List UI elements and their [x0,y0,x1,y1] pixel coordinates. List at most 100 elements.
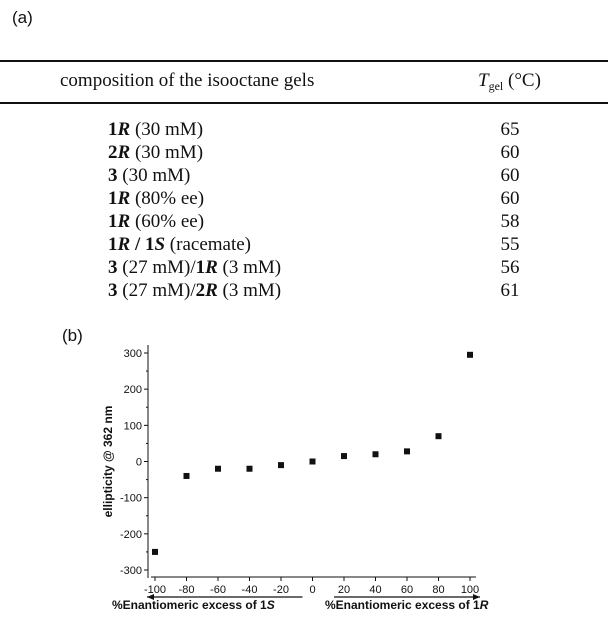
y-tick-label: -300 [120,565,142,577]
composition-text: (3 mM) [217,280,282,301]
x-caption-right-italic: R [479,598,489,612]
composition-text: R [117,211,131,232]
composition-text: 3 [108,165,118,186]
composition-text: 2 [108,142,118,163]
y-tick-label: -200 [120,529,142,541]
composition-text: R [205,280,218,301]
table-row: 3 (27 mM)/2R (3 mM) 61 [0,279,608,302]
composition-text: (30 mM) [117,165,191,186]
x-tick-label: -20 [273,584,289,596]
table-header-rule [0,102,608,104]
x-tick-label: 40 [369,584,381,596]
data-point [467,351,473,358]
y-tick-label: 300 [124,348,142,360]
composition-cell: 1R / 1S (racemate) [108,233,251,256]
tgel-cell: 60 [500,188,520,209]
composition-text: 3 [108,257,118,278]
tgel-subscript: gel [488,79,504,93]
table-top-rule [0,60,608,62]
composition-text: (80% ee) [130,188,205,209]
composition-text: (3 mM) [217,257,282,278]
y-tick-label: 0 [136,457,142,469]
composition-text: 1 [195,257,206,278]
data-point [341,453,347,460]
composition-text: 3 [108,280,118,301]
composition-cell: 2R (30 mM) [108,141,203,164]
x-tick-label: -100 [144,584,166,596]
x-axis-caption-right: %Enantiomeric excess of 1R [325,598,488,612]
data-point [215,465,221,472]
composition-text: (60% ee) [130,211,205,232]
composition-text: (racemate) [165,234,252,255]
composition-text: 2 [195,280,206,301]
data-point [309,458,316,465]
composition-text: 1 [108,211,118,232]
x-tick-label: 60 [401,584,413,596]
table-row: 1R (80% ee) 60 [0,187,608,210]
x-tick-label: 80 [432,584,444,596]
composition-text: (30 mM) [130,119,204,140]
table-row: 2R (30 mM) 60 [0,141,608,164]
table-body: 1R (30 mM) 65 2R (30 mM) 60 3 (30 mM) 60 1R (8… [0,118,608,302]
x-tick-label: -80 [179,584,195,596]
composition-text: (30 mM) [130,142,204,163]
panel-label-a: (a) [12,8,33,27]
x-caption-left-italic: S [266,598,275,612]
data-point [246,465,253,472]
composition-cell: 1R (30 mM) [108,118,203,141]
composition-text: S [154,234,166,255]
composition-text: 1 [144,234,155,255]
x-axis-caption-left: %Enantiomeric excess of 1S [112,598,275,612]
composition-cell: 1R (80% ee) [108,187,204,210]
table-row: 3 (27 mM)/1R (3 mM) 56 [0,256,608,279]
composition-cell: 3 (27 mM)/1R (3 mM) [108,256,281,279]
tgel-symbol: T [478,70,489,91]
y-tick-label: 100 [124,420,142,432]
arrow-right-head [473,594,480,600]
data-point [404,448,410,455]
y-axis-title: ellipticity @ 362 nm [101,406,115,518]
composition-text: (27 mM)/ [117,280,196,301]
table-header-composition: composition of the isooctane gels [60,70,315,91]
table-row: 1R / 1S (racemate) 55 [0,233,608,256]
x-tick-label: 100 [461,584,479,596]
composition-text: R [117,234,131,255]
composition-text: R [205,257,218,278]
tgel-cell: 65 [500,119,520,140]
x-tick-label: 0 [309,584,315,596]
composition-text: R [117,119,131,140]
data-point [152,548,158,555]
table-row: 1R (60% ee) 58 [0,210,608,233]
composition-text: 1 [108,119,118,140]
x-caption-right-text: %Enantiomeric excess of 1 [325,598,480,612]
composition-text: R [117,188,131,209]
data-point [278,462,284,469]
x-tick-label: 20 [338,584,350,596]
tgel-cell: 56 [500,257,520,278]
tgel-unit: (°C) [503,70,541,91]
composition-text: 1 [108,188,118,209]
data-point [435,433,442,440]
x-caption-left-text: %Enantiomeric excess of 1 [112,598,267,612]
tgel-cell: 61 [500,280,520,301]
tgel-cell: 58 [500,211,520,232]
tgel-cell: 60 [500,142,520,163]
arrow-left-head [147,594,154,600]
table-header-tgel: Tgel (°C) [478,70,541,94]
data-point [372,451,379,458]
composition-cell: 3 (27 mM)/2R (3 mM) [108,279,281,302]
tgel-cell: 60 [500,165,520,186]
x-tick-label: -40 [242,584,258,596]
y-tick-label: -100 [120,493,142,505]
composition-text: / [130,234,145,255]
composition-text: R [117,142,131,163]
composition-cell: 1R (60% ee) [108,210,204,233]
data-point [183,472,190,479]
composition-text: 1 [108,234,118,255]
table-row: 3 (30 mM) 60 [0,164,608,187]
composition-cell: 3 (30 mM) [108,164,190,187]
panel-label-b: (b) [62,326,83,345]
table-row: 1R (30 mM) 65 [0,118,608,141]
composition-text: (27 mM)/ [117,257,196,278]
